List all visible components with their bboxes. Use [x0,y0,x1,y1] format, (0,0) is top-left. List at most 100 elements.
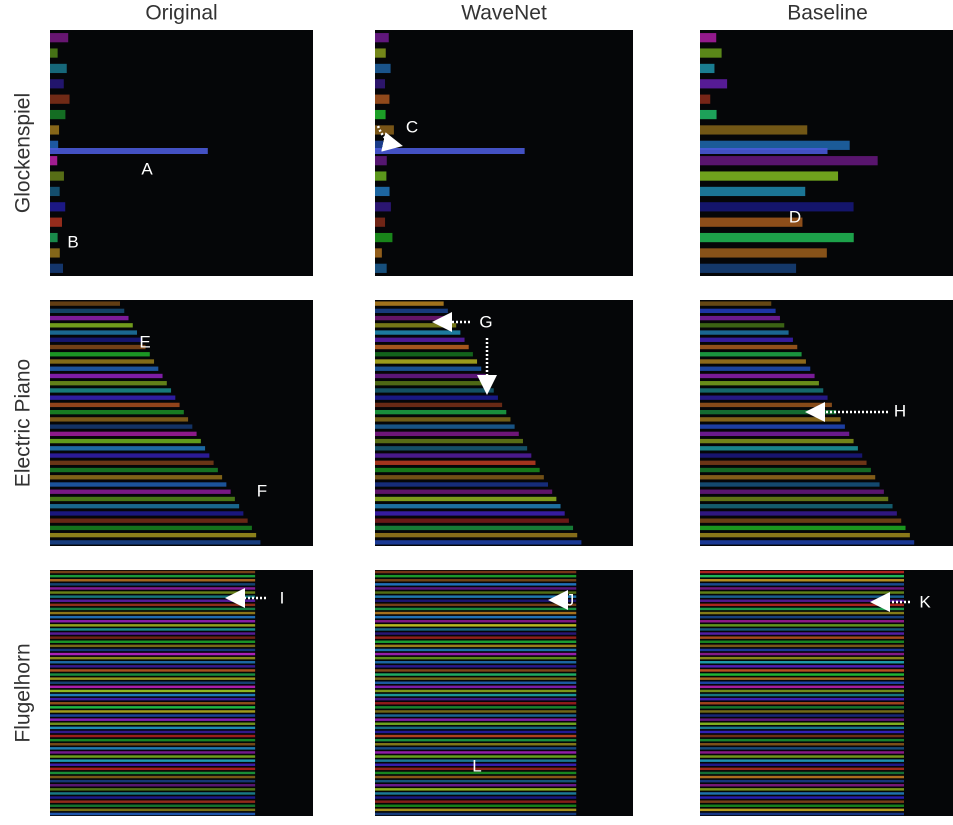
stripe [50,301,121,306]
stripe [700,366,811,371]
spectrogram [50,300,313,546]
stripe [50,330,138,335]
stripe [375,352,473,357]
stripe [50,722,256,725]
stripe [50,718,256,721]
stripe [50,796,256,799]
stripe [700,373,815,379]
stripe [700,475,876,480]
stripe [50,677,256,680]
stripe [375,591,577,594]
stripe [700,453,863,458]
stripe [700,148,828,154]
stripe [375,599,577,602]
stripe [700,624,904,627]
stripe [700,792,904,795]
stripe [375,661,577,664]
stripe [50,395,176,400]
stripe [50,685,256,689]
stripe [50,125,60,135]
stripe [375,579,577,582]
stripe [50,248,60,258]
panels [50,30,953,816]
stripe [375,417,511,422]
stripe [50,636,256,639]
stripe [50,628,256,631]
stripe [375,79,386,89]
stripe [375,140,384,150]
stripe [50,574,256,578]
column-header: Baseline [787,2,868,25]
stripe [50,424,193,429]
stripe [375,402,503,408]
panel-background [50,570,313,816]
stripe [375,424,515,429]
stripe [375,620,577,623]
stripe [50,140,59,150]
stripe [375,726,577,730]
stripe [50,202,66,212]
stripe [700,738,904,742]
stripe [50,156,58,166]
stripe [375,656,577,660]
stripe [700,579,904,582]
stripe [700,730,904,734]
stripe [50,812,256,816]
stripe [50,217,62,227]
stripe [50,532,257,538]
stripe [50,759,256,762]
stripe [700,656,904,660]
stripe [50,323,133,328]
annotation-letter: C [406,117,418,136]
stripe [375,395,498,400]
stripe [375,263,387,273]
stripe [50,710,256,713]
stripe [700,140,850,150]
annotation-letter: B [67,232,78,251]
stripe [375,511,565,516]
stripe [375,636,577,639]
stripe [700,702,904,705]
stripe [375,232,393,243]
stripe [50,632,256,635]
stripe [50,359,155,364]
stripe [700,677,904,680]
stripe [50,489,231,494]
arrows [225,125,910,612]
stripe [50,669,256,672]
stripe [700,438,854,444]
stripe [700,784,904,787]
stripe [50,702,256,705]
stripe [700,301,772,306]
stripe [375,710,577,713]
stripe [700,217,803,227]
stripe [700,771,904,775]
annotation-letter: E [139,332,150,351]
stripe [50,640,256,643]
stripe [700,591,904,594]
stripe [375,812,577,816]
stripe [375,775,577,779]
stripe [700,352,802,357]
stripe [375,525,574,531]
stripe [50,79,64,89]
stripe [375,755,577,758]
annotation-letter: H [894,401,906,420]
stripe [50,402,180,408]
stripe [50,63,67,74]
stripe [375,648,577,652]
stripe [50,540,261,545]
stripe [375,673,577,676]
stripe [375,652,577,656]
stripe [375,496,557,502]
stripe [50,648,256,652]
stripe [700,775,904,779]
stripe [50,33,69,43]
stripe [700,722,904,725]
stripe [700,710,904,713]
stripe [700,644,904,648]
stripe [50,504,240,509]
stripe [700,665,904,668]
spectrogram [700,30,953,276]
stripe [375,751,577,754]
